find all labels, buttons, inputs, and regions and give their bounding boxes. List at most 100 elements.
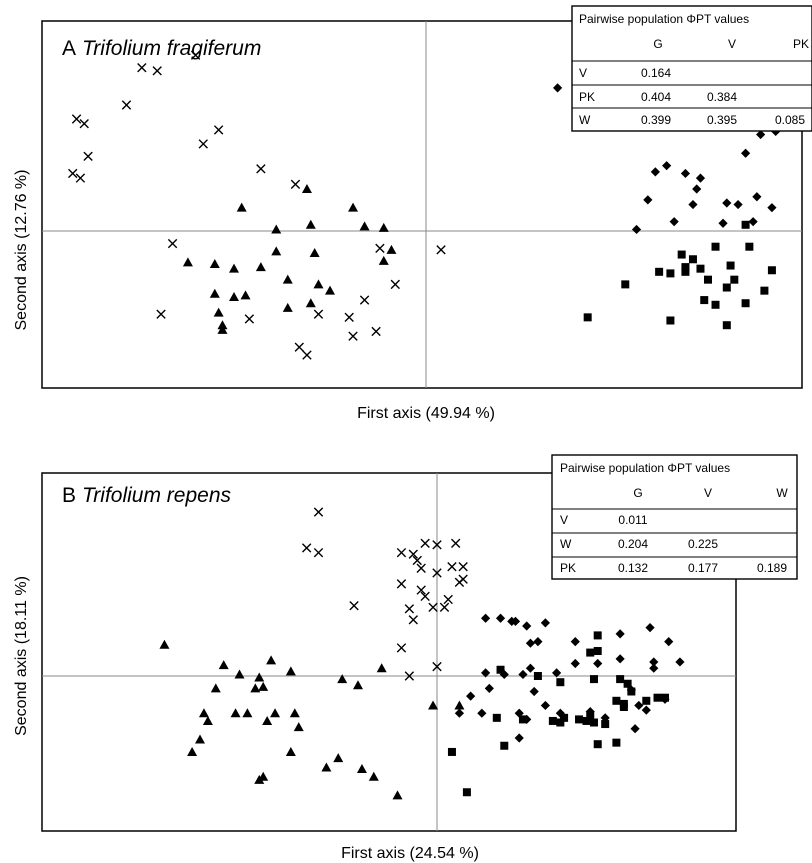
data-point-diamond [525,663,536,673]
data-point-cross [83,151,93,162]
data-point-square [767,266,776,275]
data-point-triangle [378,222,389,232]
data-point-diamond [553,83,563,93]
data-point-diamond [529,686,539,697]
data-point-diamond [510,616,521,626]
data-point-cross [71,114,82,124]
data-point-square [653,693,662,702]
data-point-square [688,255,697,264]
data-point-square [681,263,690,272]
panel-a-table-cell: 0.164 [641,66,671,80]
panel-a: A Trifolium fragiferum First axis (49.94 … [13,5,812,422]
data-point-diamond [522,621,532,631]
data-point-cross [302,350,312,360]
data-point-triangle [428,700,439,710]
data-point-diamond [631,224,642,235]
data-point-square [741,220,750,229]
data-point-square [666,269,675,278]
data-point-cross [439,602,450,612]
data-point-diamond [634,700,644,711]
data-point-diamond [454,708,465,718]
data-point-square [711,300,720,309]
data-point-cross [412,555,422,566]
data-point-cross [313,507,324,517]
data-point-diamond [722,198,732,208]
data-point-square [582,716,591,725]
data-point-square [741,299,750,308]
data-point-diamond [570,637,580,647]
panel-b-table-cell: 0.177 [688,561,718,575]
data-point-cross [443,594,453,605]
data-point-diamond [514,708,524,718]
data-point-diamond [495,613,506,623]
data-point-diamond [540,700,550,711]
data-point-square [722,283,731,292]
data-point-square [745,242,754,251]
data-point-square [612,696,621,705]
data-point-square [593,647,602,656]
data-point-diamond [480,613,491,623]
data-point-triangle [454,700,465,710]
data-point-square [677,250,686,259]
data-point-cross [301,543,312,553]
data-point-triangle [386,244,397,254]
data-point-cross [256,164,266,174]
data-point-triangle [348,202,359,212]
data-point-triangle [271,246,282,256]
data-point-triangle [202,715,213,725]
data-point-square [500,741,509,750]
data-point-cross [416,563,426,573]
panel-a-species: Trifolium fragiferum [82,37,261,60]
panel-a-table-cell: 0.404 [641,90,671,104]
data-point-triangle [285,746,296,756]
panel-b-points [159,507,685,800]
data-point-triangle [282,302,293,312]
data-point-diamond [664,637,674,647]
data-point-triangle [356,764,367,773]
data-point-cross [420,591,430,602]
data-point-diamond [525,638,536,648]
data-point-diamond [756,129,766,140]
data-point-triangle [250,683,261,693]
panel-a-table-cell: 0.399 [641,113,671,127]
data-point-diamond [514,733,524,743]
panel-a-table-box [571,5,812,132]
data-point-square [586,712,595,721]
panel-a-table-cell: 0.384 [707,90,737,104]
data-point-triangle [271,224,282,234]
panel-b-title: B Trifolium repens [62,484,232,507]
data-point-square [623,679,632,688]
data-point-diamond [466,691,476,701]
panel-a-table: Pairwise population ΦPT values G V PK V … [571,5,812,132]
panel-b-table-cell: 0.132 [618,561,648,575]
panel-a-table-row-label: PK [579,90,595,104]
data-point-square [589,718,598,727]
panel-a-x-axis-label: First axis (49.94 %) [357,405,495,422]
data-point-cross [371,326,381,337]
data-point-square [575,715,584,724]
data-point-cross [198,139,208,149]
data-point-diamond [718,218,728,228]
data-point-square [730,275,739,284]
data-point-square [619,703,628,711]
data-point-diamond [748,217,758,227]
panel-b-table-row-label: PK [560,561,576,575]
data-point-cross [390,279,400,290]
data-point-square [627,687,636,696]
panel-a-table-cell: 0.085 [775,113,805,127]
data-point-cross [137,62,147,73]
data-point-cross [244,314,255,324]
data-point-square [462,788,471,797]
data-point-square [560,713,569,722]
data-point-square [642,696,651,705]
data-point-triangle [234,669,245,679]
data-point-triangle [266,655,277,665]
data-point-square [533,672,542,680]
data-point-square [548,716,557,725]
panel-b-x-axis-label: First axis (24.54 %) [341,845,479,862]
data-point-triangle [262,715,273,725]
data-point-diamond [649,657,659,667]
data-point-diamond [695,173,706,183]
data-point-triangle [229,291,239,301]
data-point-triangle [159,639,170,649]
